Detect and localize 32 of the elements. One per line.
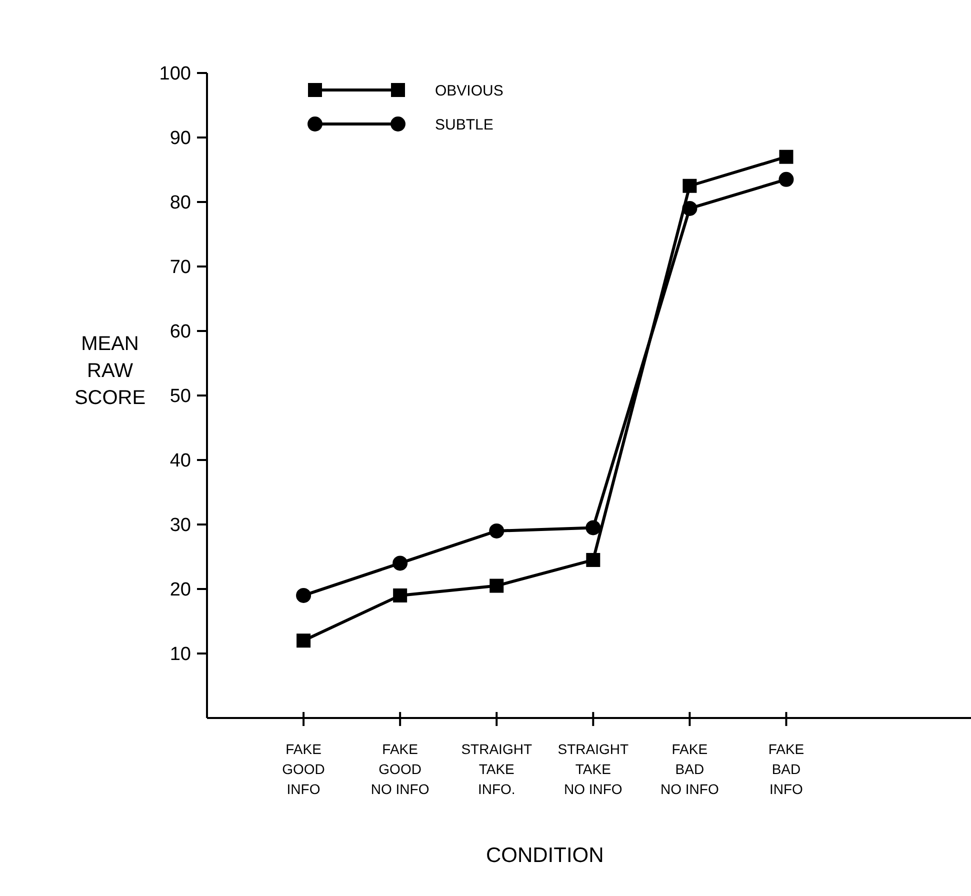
x-tick-label: FAKE BAD INFO	[768, 741, 804, 797]
x-tick-label: STRAIGHT TAKE NO INFO	[558, 741, 629, 797]
point	[779, 150, 794, 164]
point	[392, 556, 408, 571]
point	[586, 520, 601, 536]
x-tick-label: FAKE BAD NO INFO	[660, 741, 719, 797]
y-tick-label: 70	[170, 257, 191, 278]
y-tick-label: 30	[170, 515, 191, 536]
legend-label: OBVIOUS	[435, 82, 504, 100]
point	[682, 200, 698, 216]
point	[778, 172, 794, 187]
point	[489, 523, 504, 538]
point	[490, 578, 504, 593]
point	[296, 634, 311, 648]
y-tick-label: 80	[170, 192, 191, 214]
y-axis-title: MEAN RAW SCORE	[74, 333, 146, 409]
point	[296, 588, 312, 603]
y-tick-label: 50	[170, 386, 191, 408]
y-tick-label: 100	[159, 64, 191, 85]
point	[393, 588, 408, 602]
x-tick-label: STRAIGHT TAKE INFO.	[461, 741, 532, 797]
x-tick-label: FAKE GOOD INFO	[282, 741, 325, 797]
x-axis-title: CONDITION	[486, 844, 604, 867]
point	[682, 178, 697, 193]
legend-label: SUBTLE	[435, 116, 494, 134]
point	[586, 552, 600, 567]
y-tick-label: 20	[170, 580, 191, 601]
x-tick-label: FAKE GOOD NO INFO	[370, 741, 430, 797]
y-tick-label: 90	[170, 128, 191, 150]
y-tick-label: 40	[170, 450, 191, 472]
y-tick-label: 60	[170, 322, 191, 343]
y-tick-label: 10	[170, 644, 191, 666]
